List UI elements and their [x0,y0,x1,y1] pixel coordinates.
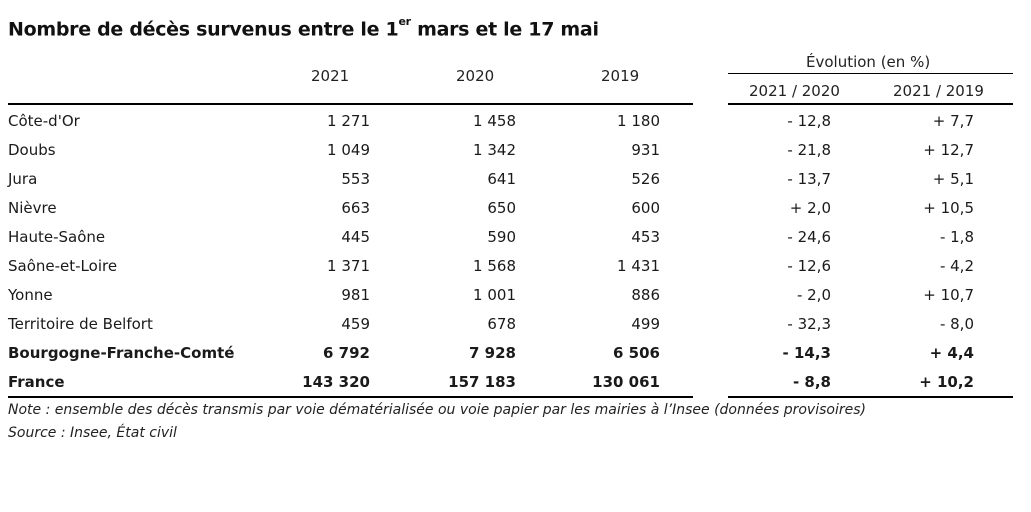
row-label: Saône-et-Loire [8,257,118,275]
bottom-rule-left [8,396,693,398]
value-2020: 1 458 [473,112,516,130]
value-2020: 678 [487,315,516,333]
value-2021: 459 [341,315,370,333]
value-2021: 1 049 [327,141,370,159]
value-2020: 590 [487,228,516,246]
evolution-2021-2019: + 10,2 [919,373,974,391]
table-row: Haute-Saône 445 590 453 - 24,6 - 1,8 [0,223,1031,252]
title-rest: mars et le 17 mai [410,18,599,41]
table-row: Nièvre 663 650 600 + 2,0 + 10,5 [0,194,1031,223]
evolution-2021-2020: - 32,3 [787,315,831,333]
value-2021: 1 371 [327,257,370,275]
bottom-rule-right [728,396,1013,398]
value-2020: 650 [487,199,516,217]
evolution-2021-2020: - 12,8 [787,112,831,130]
value-2021: 6 792 [323,344,370,362]
evolution-2021-2019: - 4,2 [939,257,974,275]
table-row: Saône-et-Loire 1 371 1 568 1 431 - 12,6 … [0,252,1031,281]
header-rule-left [8,103,693,105]
header-evolution: Évolution (en %) [806,53,931,71]
table-row: Territoire de Belfort 459 678 499 - 32,3… [0,310,1031,339]
row-label: Côte-d'Or [8,112,80,130]
header-2020: 2020 [456,67,495,85]
row-label: Bourgogne-Franche-Comté [8,344,235,362]
evolution-2021-2019: + 4,4 [929,344,974,362]
value-2021: 445 [341,228,370,246]
value-2019: 886 [631,286,660,304]
evolution-2021-2019: + 5,1 [932,170,974,188]
evolution-2021-2020: - 21,8 [787,141,831,159]
value-2021: 553 [341,170,370,188]
table-row: Côte-d'Or 1 271 1 458 1 180 - 12,8 + 7,7 [0,107,1031,136]
value-2020: 7 928 [469,344,516,362]
header-2019: 2019 [601,67,640,85]
row-label: Nièvre [8,199,57,217]
value-2019: 130 061 [592,373,660,391]
header-2021-2020: 2021 / 2020 [749,82,840,100]
value-2019: 1 431 [617,257,660,275]
value-2020: 1 001 [473,286,516,304]
row-label: Jura [8,170,38,188]
evolution-2021-2019: - 1,8 [939,228,974,246]
value-2020: 641 [487,170,516,188]
value-2019: 6 506 [613,344,660,362]
header-2021-2019: 2021 / 2019 [893,82,984,100]
header-rule-right [728,103,1013,105]
row-label: Territoire de Belfort [8,315,153,333]
value-2021: 143 320 [302,373,370,391]
header-evolution-rule [728,73,1013,74]
evolution-2021-2019: + 10,7 [923,286,974,304]
evolution-2021-2020: - 2,0 [796,286,831,304]
table-note: Note : ensemble des décès transmis par v… [8,402,866,418]
title-superscript: er [398,15,411,28]
table-row: Yonne 981 1 001 886 - 2,0 + 10,7 [0,281,1031,310]
evolution-2021-2020: + 2,0 [789,199,831,217]
row-label: Yonne [8,286,53,304]
value-2019: 931 [631,141,660,159]
evolution-2021-2019: + 10,5 [923,199,974,217]
evolution-2021-2020: - 12,6 [787,257,831,275]
table-title: Nombre de décès survenus entre le 1er ma… [8,15,599,41]
header-2021: 2021 [311,67,350,85]
evolution-2021-2020: - 24,6 [787,228,831,246]
value-2021: 663 [341,199,370,217]
evolution-2021-2020: - 13,7 [787,170,831,188]
value-2021: 981 [341,286,370,304]
row-label: France [8,373,65,391]
table-row-france-total: France 143 320 157 183 130 061 - 8,8 + 1… [0,368,1031,397]
title-main: Nombre de décès survenus entre le 1 [8,18,399,41]
evolution-2021-2019: + 7,7 [932,112,974,130]
evolution-2021-2019: + 12,7 [923,141,974,159]
row-label: Doubs [8,141,56,159]
table-row: Jura 553 641 526 - 13,7 + 5,1 [0,165,1031,194]
table-source: Source : Insee, État civil [8,425,177,441]
value-2019: 526 [631,170,660,188]
evolution-2021-2020: - 14,3 [782,344,831,362]
value-2020: 157 183 [448,373,516,391]
value-2019: 1 180 [617,112,660,130]
row-label: Haute-Saône [8,228,106,246]
value-2019: 499 [631,315,660,333]
table-row: Doubs 1 049 1 342 931 - 21,8 + 12,7 [0,136,1031,165]
evolution-2021-2020: - 8,8 [792,373,831,391]
value-2020: 1 568 [473,257,516,275]
value-2020: 1 342 [473,141,516,159]
value-2019: 453 [631,228,660,246]
value-2021: 1 271 [327,112,370,130]
value-2019: 600 [631,199,660,217]
table-row-region-total: Bourgogne-Franche-Comté 6 792 7 928 6 50… [0,339,1031,368]
evolution-2021-2019: - 8,0 [939,315,974,333]
